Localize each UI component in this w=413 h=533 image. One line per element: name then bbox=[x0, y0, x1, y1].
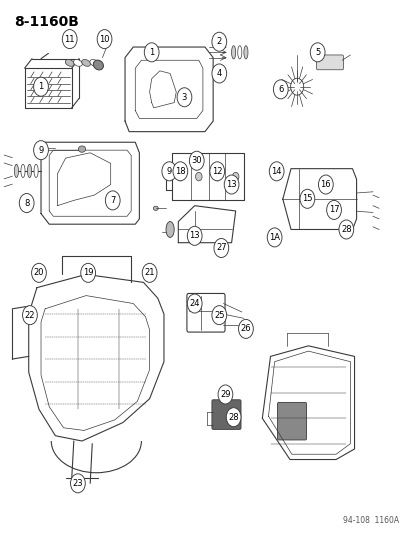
FancyBboxPatch shape bbox=[316, 55, 343, 70]
Circle shape bbox=[214, 172, 220, 181]
Ellipse shape bbox=[14, 164, 19, 177]
Circle shape bbox=[19, 193, 34, 213]
Text: 9: 9 bbox=[166, 167, 171, 176]
Ellipse shape bbox=[243, 46, 247, 59]
Circle shape bbox=[31, 263, 46, 282]
Ellipse shape bbox=[78, 146, 85, 152]
Circle shape bbox=[299, 189, 314, 208]
Circle shape bbox=[209, 162, 224, 181]
Text: 10: 10 bbox=[99, 35, 109, 44]
Ellipse shape bbox=[27, 164, 31, 177]
Circle shape bbox=[177, 88, 191, 107]
Ellipse shape bbox=[90, 60, 98, 66]
Circle shape bbox=[187, 294, 202, 313]
Text: 12: 12 bbox=[211, 167, 222, 176]
Text: 2: 2 bbox=[216, 37, 221, 46]
Circle shape bbox=[224, 175, 238, 194]
Text: 30: 30 bbox=[191, 156, 202, 165]
Circle shape bbox=[318, 175, 332, 194]
Circle shape bbox=[211, 305, 226, 325]
Ellipse shape bbox=[153, 206, 158, 211]
Text: 13: 13 bbox=[189, 231, 199, 240]
Circle shape bbox=[161, 162, 176, 181]
Text: 25: 25 bbox=[214, 311, 224, 320]
Circle shape bbox=[173, 162, 187, 181]
Ellipse shape bbox=[166, 222, 174, 237]
Circle shape bbox=[309, 43, 324, 62]
Circle shape bbox=[81, 263, 95, 282]
Ellipse shape bbox=[65, 60, 74, 66]
Text: 19: 19 bbox=[83, 268, 93, 277]
Text: 26: 26 bbox=[240, 325, 251, 334]
Circle shape bbox=[226, 408, 240, 427]
Ellipse shape bbox=[34, 164, 38, 177]
Circle shape bbox=[338, 220, 353, 239]
FancyBboxPatch shape bbox=[277, 402, 306, 440]
Ellipse shape bbox=[81, 60, 90, 66]
Text: 13: 13 bbox=[226, 180, 236, 189]
Circle shape bbox=[142, 263, 157, 282]
Text: 28: 28 bbox=[228, 413, 238, 422]
Circle shape bbox=[267, 228, 281, 247]
Text: 16: 16 bbox=[320, 180, 330, 189]
Text: 7: 7 bbox=[110, 196, 115, 205]
Text: 1: 1 bbox=[38, 82, 43, 91]
Circle shape bbox=[218, 385, 232, 404]
Circle shape bbox=[177, 172, 183, 181]
Text: 8-1160B: 8-1160B bbox=[14, 15, 79, 29]
FancyBboxPatch shape bbox=[211, 400, 240, 430]
Text: 6: 6 bbox=[278, 85, 283, 94]
Ellipse shape bbox=[74, 60, 82, 66]
Circle shape bbox=[62, 30, 77, 49]
Text: 15: 15 bbox=[301, 195, 312, 203]
Text: 94-108  1160A: 94-108 1160A bbox=[343, 515, 399, 524]
Text: 29: 29 bbox=[220, 390, 230, 399]
Text: 5: 5 bbox=[314, 48, 320, 57]
Circle shape bbox=[232, 172, 238, 181]
Text: 22: 22 bbox=[25, 311, 35, 320]
Circle shape bbox=[189, 151, 204, 170]
Text: 11: 11 bbox=[64, 35, 75, 44]
Text: 1: 1 bbox=[149, 48, 154, 57]
Circle shape bbox=[326, 200, 341, 220]
Text: 3: 3 bbox=[181, 93, 187, 102]
Circle shape bbox=[144, 43, 159, 62]
Text: 4: 4 bbox=[216, 69, 221, 78]
Circle shape bbox=[268, 162, 283, 181]
Text: 21: 21 bbox=[144, 268, 154, 277]
Text: 8: 8 bbox=[24, 198, 29, 207]
Ellipse shape bbox=[93, 60, 103, 70]
Text: 17: 17 bbox=[328, 205, 339, 214]
Text: 28: 28 bbox=[340, 225, 351, 234]
Circle shape bbox=[33, 141, 48, 160]
Circle shape bbox=[70, 474, 85, 493]
Circle shape bbox=[211, 32, 226, 51]
Text: 24: 24 bbox=[189, 299, 199, 308]
Circle shape bbox=[214, 238, 228, 257]
Text: 9: 9 bbox=[38, 146, 43, 155]
Text: 1A: 1A bbox=[268, 233, 280, 242]
Circle shape bbox=[238, 319, 253, 338]
Circle shape bbox=[273, 80, 287, 99]
Text: 23: 23 bbox=[72, 479, 83, 488]
Circle shape bbox=[211, 64, 226, 83]
Text: 27: 27 bbox=[216, 244, 226, 253]
Circle shape bbox=[33, 77, 48, 96]
Ellipse shape bbox=[21, 164, 25, 177]
Circle shape bbox=[97, 30, 112, 49]
Circle shape bbox=[195, 172, 202, 181]
Text: 18: 18 bbox=[175, 167, 185, 176]
Ellipse shape bbox=[237, 46, 241, 59]
Circle shape bbox=[105, 191, 120, 210]
Text: 20: 20 bbox=[33, 268, 44, 277]
Text: 14: 14 bbox=[271, 167, 281, 176]
Ellipse shape bbox=[231, 46, 235, 59]
Circle shape bbox=[187, 227, 202, 245]
Circle shape bbox=[23, 305, 37, 325]
